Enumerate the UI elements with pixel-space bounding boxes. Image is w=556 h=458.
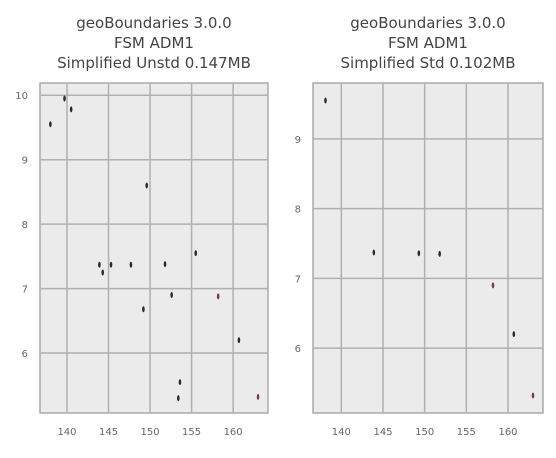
island: [178, 379, 182, 386]
island: [63, 95, 66, 102]
island: [491, 282, 495, 289]
y-tick-label: 9: [295, 135, 301, 146]
x-tick-label: 155: [182, 427, 201, 438]
island: [176, 395, 180, 402]
y-tick-label: 6: [22, 349, 28, 360]
island: [512, 331, 516, 338]
chart-title: Simplified Std 0.102MB: [341, 54, 516, 72]
x-tick-label: 140: [57, 427, 76, 438]
island: [417, 250, 421, 257]
island: [69, 106, 73, 113]
island: [109, 261, 113, 268]
y-tick-label: 9: [22, 156, 28, 167]
y-tick-label: 7: [295, 274, 301, 285]
island: [237, 337, 241, 344]
x-tick-label: 140: [332, 427, 351, 438]
island: [49, 121, 52, 128]
x-tick-label: 150: [415, 427, 434, 438]
x-tick-label: 145: [373, 427, 392, 438]
y-tick-label: 8: [295, 205, 301, 216]
x-tick-label: 160: [224, 427, 243, 438]
y-tick-label: 8: [22, 220, 28, 231]
island: [256, 393, 260, 400]
chart-title: Simplified Unstd 0.147MB: [57, 54, 251, 72]
y-tick-label: 6: [295, 344, 301, 355]
chart-title: FSM ADM1: [114, 34, 194, 52]
y-tick-label: 7: [22, 285, 28, 296]
chart-title: geoBoundaries 3.0.0: [350, 14, 505, 32]
plot-area: [39, 82, 269, 414]
x-tick-label: 155: [457, 427, 476, 438]
island: [324, 97, 327, 104]
island: [438, 250, 441, 257]
island: [531, 392, 535, 399]
island: [216, 293, 220, 300]
x-tick-label: 145: [99, 427, 118, 438]
island: [194, 250, 198, 257]
x-tick-label: 160: [498, 427, 517, 438]
island: [163, 261, 167, 268]
island: [101, 269, 105, 276]
island: [142, 306, 145, 313]
chart-title: FSM ADM1: [388, 34, 468, 52]
island: [98, 261, 101, 268]
x-tick-label: 150: [141, 427, 160, 438]
chart-title: geoBoundaries 3.0.0: [76, 14, 231, 32]
island: [372, 249, 376, 256]
y-tick-label: 10: [15, 91, 28, 102]
island: [145, 182, 149, 189]
plot-area: [312, 82, 544, 414]
island: [170, 292, 173, 299]
island: [129, 261, 133, 268]
